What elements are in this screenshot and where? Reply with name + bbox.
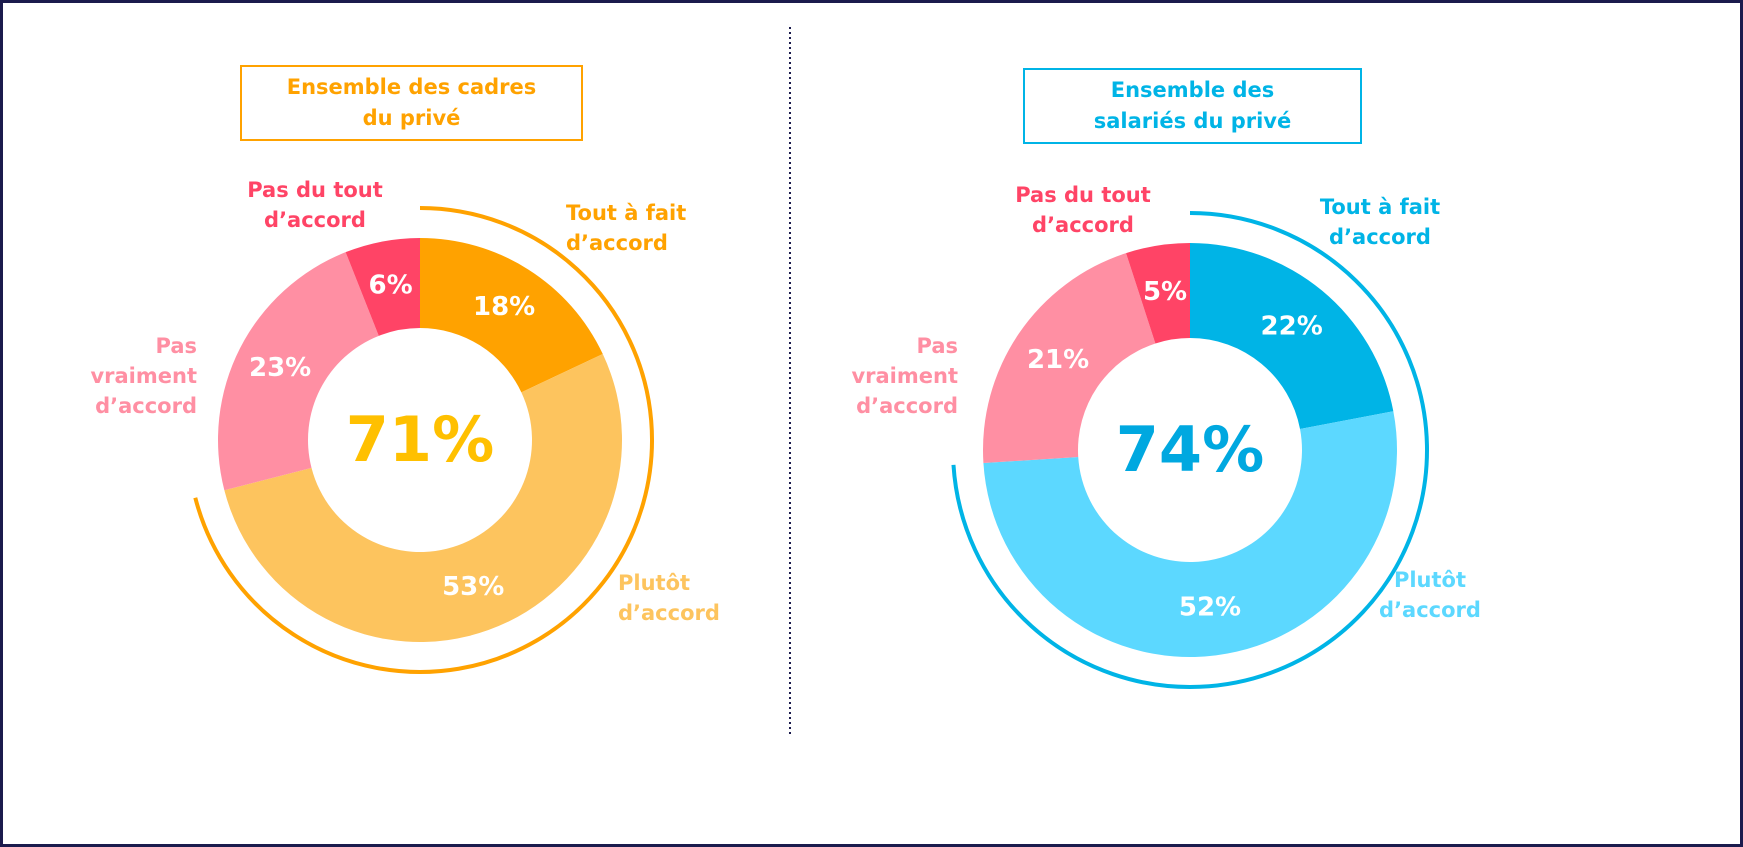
donut-slice xyxy=(218,252,379,491)
donut-slice xyxy=(1126,243,1190,344)
agree-arc xyxy=(951,211,1429,689)
donut-slice xyxy=(983,411,1397,657)
donut-slice xyxy=(420,238,603,393)
chart-title: Ensemble des salariés du privé xyxy=(1023,68,1362,144)
value-label: 23% xyxy=(249,353,311,383)
category-label: Pas vraiment d’accord xyxy=(851,334,958,418)
category-label: Plutôt d’accord xyxy=(1379,568,1481,622)
category-label: Tout à fait d’accord xyxy=(566,201,687,255)
agree-arc xyxy=(193,206,654,674)
category-label: Tout à fait d’accord xyxy=(1319,195,1441,249)
center-annotation: 74% xyxy=(1116,413,1264,486)
value-label: 52% xyxy=(1179,593,1241,623)
value-label: 5% xyxy=(1143,277,1187,307)
donut-slice xyxy=(1190,243,1394,430)
value-label: 22% xyxy=(1261,312,1323,342)
chart-title: Ensemble des cadres du privé xyxy=(240,65,583,141)
value-label: 53% xyxy=(442,572,504,602)
category-label: Pas du tout d’accord xyxy=(247,178,383,232)
value-label: 6% xyxy=(369,270,413,300)
category-label: Pas vraiment d’accord xyxy=(90,334,197,418)
category-label: Pas du tout d’accord xyxy=(1015,183,1151,237)
category-label: Plutôt d’accord xyxy=(618,571,720,625)
value-label: 18% xyxy=(473,292,535,322)
center-annotation: 71% xyxy=(346,403,494,476)
donut-slice xyxy=(224,353,623,643)
donut-slice xyxy=(983,253,1156,463)
value-label: 21% xyxy=(1027,345,1089,375)
donut-slice xyxy=(345,238,420,336)
